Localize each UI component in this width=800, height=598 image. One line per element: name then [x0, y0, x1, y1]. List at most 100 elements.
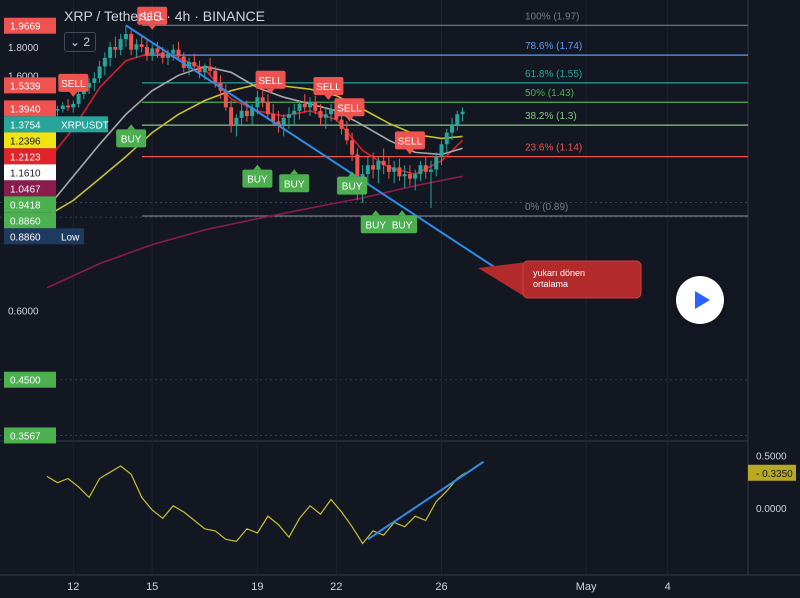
candle-35[interactable] — [229, 100, 234, 133]
candle-77[interactable] — [450, 117, 455, 141]
candle-61[interactable] — [365, 156, 370, 184]
candle-74[interactable] — [434, 152, 439, 177]
candle-16[interactable] — [129, 30, 134, 56]
candle-body — [108, 46, 113, 58]
candle-57[interactable] — [344, 121, 349, 145]
candle-body — [365, 165, 370, 175]
candle-5[interactable] — [71, 100, 76, 113]
buy-signal-8: BUY — [337, 171, 368, 195]
indicator-toggle[interactable]: ⌄ 2 — [64, 32, 96, 52]
signal-box — [116, 129, 147, 148]
candle-49[interactable] — [302, 93, 307, 113]
candle-3[interactable] — [60, 102, 65, 113]
candle-10[interactable] — [97, 60, 102, 83]
candle-11[interactable] — [102, 52, 107, 76]
signal-pointer — [266, 88, 275, 94]
candle-46[interactable] — [286, 107, 291, 129]
candle-15[interactable] — [123, 25, 128, 47]
candle-25[interactable] — [176, 41, 181, 58]
candle-37[interactable] — [239, 103, 244, 126]
candle-17[interactable] — [134, 39, 139, 58]
candle-40[interactable] — [255, 90, 260, 115]
candle-66[interactable] — [392, 160, 397, 184]
candle-36[interactable] — [234, 114, 239, 137]
candle-18[interactable] — [139, 36, 144, 53]
candle-20[interactable] — [150, 44, 155, 61]
candle-63[interactable] — [376, 156, 381, 184]
candle-62[interactable] — [371, 152, 376, 179]
candles[interactable] — [45, 25, 465, 209]
candle-19[interactable] — [144, 40, 149, 61]
signal-pointer — [290, 169, 299, 175]
time-tick-5: May — [576, 581, 597, 593]
candle-13[interactable] — [113, 36, 118, 58]
candle-28[interactable] — [192, 53, 197, 71]
trendlines[interactable] — [125, 24, 495, 268]
signal-text: BUY — [247, 175, 268, 186]
candle-4[interactable] — [66, 98, 71, 111]
candle-70[interactable] — [413, 169, 418, 191]
candle-47[interactable] — [292, 103, 297, 126]
candle-body — [71, 103, 76, 108]
candle-44[interactable] — [276, 110, 281, 133]
signal-box — [360, 215, 391, 234]
candle-78[interactable] — [455, 110, 460, 131]
annotation-note[interactable]: yukarı dönen ortalama — [478, 260, 642, 299]
signal-pointer — [405, 149, 414, 155]
candle-42[interactable] — [265, 93, 270, 118]
oscillator-line — [46, 465, 466, 545]
candle-24[interactable] — [171, 44, 176, 61]
signal-box — [394, 131, 425, 150]
candle-14[interactable] — [118, 34, 123, 56]
candle-50[interactable] — [308, 97, 312, 117]
candle-body — [276, 121, 281, 126]
candle-41[interactable] — [260, 87, 265, 108]
descending-trendline[interactable] — [125, 24, 495, 268]
signal-box — [387, 215, 418, 234]
candle-body — [150, 48, 155, 56]
candle-68[interactable] — [402, 165, 407, 189]
candle-2[interactable] — [55, 105, 60, 117]
candle-9[interactable] — [92, 72, 97, 91]
sell-signal-0: SELL — [137, 6, 168, 30]
candle-65[interactable] — [386, 156, 391, 179]
candle-67[interactable] — [397, 158, 402, 181]
play-button[interactable] — [676, 276, 724, 324]
candle-69[interactable] — [407, 165, 412, 186]
candle-34[interactable] — [223, 84, 228, 111]
candle-76[interactable] — [444, 128, 449, 153]
candle-53[interactable] — [323, 107, 328, 129]
candle-6[interactable] — [76, 90, 81, 108]
candle-79[interactable] — [460, 107, 465, 122]
candle-48[interactable] — [297, 100, 302, 120]
candle-31[interactable] — [208, 57, 213, 76]
price-label-0: 1.9669 — [4, 17, 56, 34]
candle-75[interactable] — [439, 140, 444, 166]
candle-72[interactable] — [423, 156, 428, 179]
candle-21[interactable] — [155, 41, 160, 58]
candle-body — [281, 117, 286, 126]
candle-body — [292, 110, 297, 115]
price-label-10: 0.8860 Low — [4, 228, 84, 245]
sell-signal-5: SELL — [334, 98, 365, 122]
candle-body — [160, 52, 165, 58]
candle-71[interactable] — [418, 160, 423, 181]
candle-58[interactable] — [350, 132, 355, 161]
oscillator-trendline[interactable] — [367, 460, 485, 541]
candle-54[interactable] — [329, 103, 334, 122]
candle-8[interactable] — [87, 78, 92, 94]
oscillator-value-box — [748, 464, 796, 481]
candle-56[interactable] — [339, 114, 344, 135]
sell-signal-1: SELL — [58, 73, 89, 97]
fib-label-3: 50% (1.43) — [525, 88, 574, 99]
candle-64[interactable] — [381, 148, 386, 175]
candle-45[interactable] — [281, 114, 286, 137]
candle-73[interactable] — [428, 160, 433, 209]
candle-52[interactable] — [318, 103, 323, 126]
candle-12[interactable] — [108, 41, 113, 67]
price-label-text: 0.9418 — [10, 200, 41, 211]
price-label-tag-box — [56, 116, 108, 133]
candle-51[interactable] — [313, 95, 318, 115]
candle-29[interactable] — [197, 60, 202, 79]
